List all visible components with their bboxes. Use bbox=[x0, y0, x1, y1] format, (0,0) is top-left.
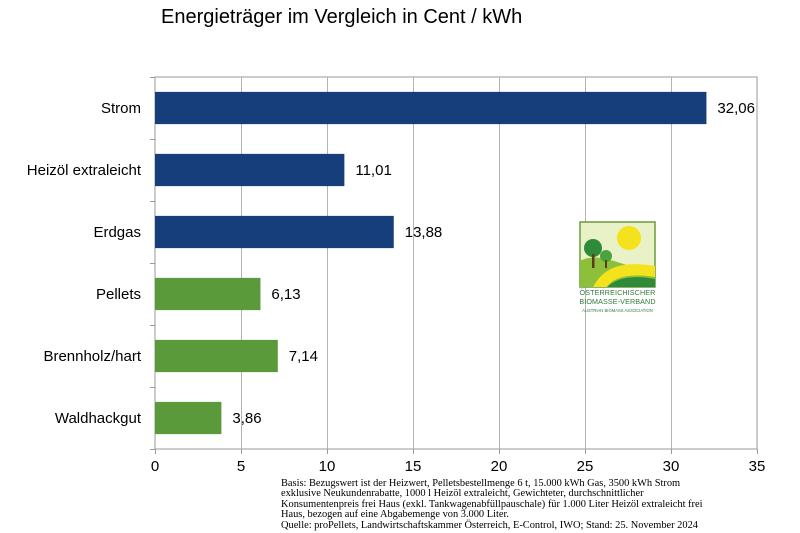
x-tick-label: 15 bbox=[405, 458, 422, 475]
x-tick-label: 5 bbox=[237, 458, 245, 475]
x-tick-label: 0 bbox=[151, 458, 159, 475]
category-label: Pellets bbox=[96, 286, 141, 303]
value-label: 6,13 bbox=[271, 286, 300, 303]
logo-line-3: AUSTRIAN BIOMASS ASSOCIATION bbox=[582, 308, 653, 313]
logo-text: ÖSTERREICHISCHER BIOMASSE-VERBAND AUSTRI… bbox=[579, 288, 656, 315]
bar bbox=[155, 91, 707, 125]
chart-footnote: Basis: Bezugswert ist der Heizwert, Pell… bbox=[281, 478, 781, 531]
x-tick-label: 20 bbox=[491, 458, 508, 475]
category-label: Erdgas bbox=[93, 224, 141, 241]
bar bbox=[155, 339, 278, 373]
bar bbox=[155, 277, 261, 311]
value-label: 7,14 bbox=[289, 348, 318, 365]
footnote-source: Quelle: proPellets, Landwirtschaftskamme… bbox=[281, 519, 698, 531]
footnote-line: exklusive Neukundenrabatte, 1000 l Heizö… bbox=[281, 488, 644, 500]
bar bbox=[155, 401, 222, 435]
footnote-line: Konsumentenpreis frei Haus (exkl. Tankwa… bbox=[281, 498, 703, 510]
x-tick-label: 35 bbox=[749, 458, 766, 475]
logo-line-1: ÖSTERREICHISCHER bbox=[579, 288, 656, 297]
biomasse-verband-logo bbox=[579, 221, 656, 288]
category-label: Strom bbox=[101, 100, 141, 117]
value-label: 32,06 bbox=[717, 100, 755, 117]
bar bbox=[155, 153, 345, 187]
chart-title: Energieträger im Vergleich in Cent / kWh bbox=[161, 6, 523, 28]
footnote-line: Basis: Bezugswert ist der Heizwert, Pell… bbox=[281, 478, 681, 489]
plot-area bbox=[154, 76, 758, 450]
category-label: Brennholz/hart bbox=[43, 348, 141, 365]
value-label: 13,88 bbox=[405, 224, 443, 241]
value-label: 3,86 bbox=[232, 410, 261, 427]
category-label: Heizöl extraleicht bbox=[27, 162, 142, 179]
logo-line-2: BIOMASSE-VERBAND bbox=[579, 297, 656, 306]
x-tick-label: 10 bbox=[319, 458, 336, 475]
value-label: 11,01 bbox=[355, 162, 391, 179]
x-tick-label: 25 bbox=[577, 458, 594, 475]
bar bbox=[155, 215, 394, 249]
x-tick-label: 30 bbox=[663, 458, 680, 475]
category-label: Waldhackgut bbox=[55, 410, 142, 427]
footnote-line: Haus, bezogen auf eine Abgabemenge von 3… bbox=[281, 509, 509, 521]
